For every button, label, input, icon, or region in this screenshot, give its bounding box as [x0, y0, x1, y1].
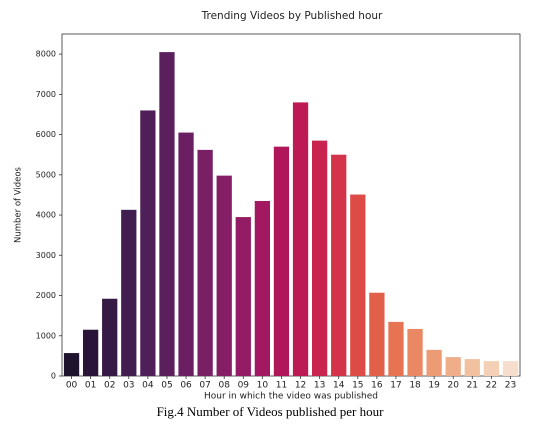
y-tick-label: 5000 — [36, 170, 56, 179]
x-tick-label: 12 — [295, 381, 306, 391]
bar — [331, 154, 347, 376]
x-tick-label: 11 — [276, 381, 287, 391]
bar — [273, 146, 290, 376]
y-tick-label: 6000 — [36, 130, 56, 139]
x-tick-label: 04 — [142, 381, 154, 391]
x-tick-label: 21 — [467, 381, 478, 391]
bar — [445, 357, 461, 376]
bar — [311, 140, 328, 376]
bar — [63, 353, 80, 376]
y-tick-label: 0 — [51, 372, 56, 381]
caption: Fig.4 Number of Videos published per hou… — [157, 404, 384, 419]
bar — [292, 102, 309, 377]
bar — [121, 209, 137, 376]
chart-title: Trending Videos by Published hour — [201, 10, 383, 22]
x-tick-label: 03 — [123, 381, 134, 391]
x-tick-label: 22 — [486, 381, 497, 391]
bar — [483, 361, 500, 376]
x-tick-label: 15 — [352, 381, 363, 391]
x-tick-label: 08 — [218, 381, 230, 391]
bar — [350, 194, 366, 376]
y-tick-label: 4000 — [36, 211, 56, 220]
x-tick-label: 07 — [199, 381, 210, 391]
x-tick-label: 09 — [238, 381, 250, 391]
bar — [502, 361, 519, 376]
x-tick-label: 00 — [66, 381, 78, 391]
x-tick-label: 17 — [390, 381, 401, 391]
bar — [216, 175, 232, 376]
y-axis-label: Number of Videos — [14, 166, 24, 243]
bar — [159, 52, 175, 376]
x-tick-label: 13 — [314, 381, 325, 391]
bar — [369, 292, 385, 376]
y-tick-label: 1000 — [36, 331, 56, 340]
x-axis-label: Hour in which the video was published — [204, 392, 378, 402]
x-tick-label: 16 — [371, 381, 383, 391]
bar — [464, 359, 480, 376]
x-tick-label: 05 — [161, 381, 172, 391]
bar — [235, 217, 251, 376]
x-tick-label: 14 — [333, 381, 345, 391]
bar — [407, 328, 423, 376]
x-tick-label: 10 — [257, 381, 269, 391]
x-tick-label: 01 — [85, 381, 96, 391]
x-tick-label: 18 — [409, 381, 421, 391]
y-tick-label: 8000 — [36, 50, 56, 59]
y-tick-label: 2000 — [36, 291, 56, 300]
bar — [178, 132, 194, 376]
bar — [82, 329, 99, 376]
y-tick-label: 3000 — [36, 251, 56, 260]
x-tick-label: 20 — [447, 381, 459, 391]
x-tick-label: 02 — [104, 381, 115, 391]
bar — [140, 110, 156, 377]
x-tick-label: 23 — [505, 381, 516, 391]
y-tick-label: 7000 — [36, 90, 56, 99]
bar — [426, 349, 442, 376]
x-tick-label: 06 — [180, 381, 192, 391]
bar — [254, 200, 271, 376]
plot-frame — [61, 33, 521, 377]
bar — [388, 321, 404, 376]
bar — [197, 149, 213, 376]
bar — [102, 298, 118, 376]
x-tick-label: 19 — [428, 381, 440, 391]
